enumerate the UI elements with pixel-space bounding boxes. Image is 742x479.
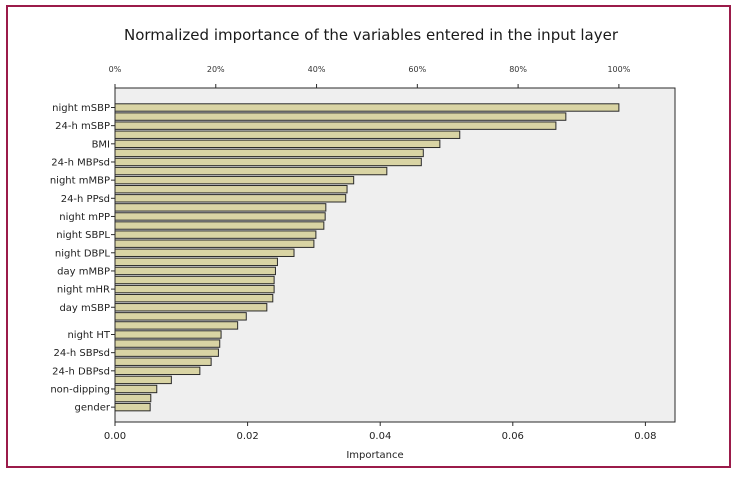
category-label: night mPP — [59, 212, 110, 223]
category-label: non-dipping — [50, 384, 110, 395]
top-tick-label: 100% — [607, 65, 630, 74]
bar — [114, 157, 422, 167]
bar — [114, 275, 275, 285]
bar — [114, 257, 278, 267]
x-axis-title: Importance — [346, 450, 403, 461]
category-label: day mSBP — [59, 303, 110, 314]
category-label: 24-h DBPsd — [52, 366, 110, 377]
bar — [114, 348, 219, 357]
bar — [114, 203, 327, 212]
bar — [114, 330, 222, 339]
x-tick-label: 0.08 — [634, 431, 656, 442]
bar — [114, 175, 355, 185]
bar — [114, 248, 295, 257]
figure-frame — [6, 5, 731, 468]
bar — [114, 321, 239, 330]
category-label: gender — [75, 403, 111, 414]
bar — [114, 130, 461, 139]
bar — [114, 303, 268, 312]
category-label: day mMBP — [57, 266, 110, 277]
bar — [114, 139, 441, 149]
bar — [114, 339, 221, 348]
bar — [114, 357, 212, 366]
top-tick-label: 0% — [109, 65, 122, 74]
bar — [114, 375, 172, 385]
bar — [114, 221, 325, 230]
x-tick-label: 0.06 — [502, 431, 524, 442]
bar — [114, 103, 620, 112]
bar — [114, 293, 274, 303]
bar — [114, 312, 247, 321]
bar — [114, 121, 557, 130]
category-label: night SBPL — [56, 230, 110, 241]
bar — [114, 266, 276, 276]
category-label: 24-h mSBP — [55, 121, 110, 132]
category-label: night mMBP — [50, 176, 110, 187]
bar — [114, 393, 152, 403]
chart-title: Normalized importance of the variables e… — [123, 26, 619, 44]
x-tick-label: 0.04 — [369, 431, 391, 442]
top-tick-label: 20% — [207, 65, 225, 74]
category-label: night HT — [67, 330, 110, 341]
top-tick-label: 40% — [308, 65, 326, 74]
bar — [114, 112, 567, 121]
category-label: night mHR — [57, 285, 110, 296]
bar — [114, 384, 158, 394]
x-tick-label: 0.00 — [104, 431, 126, 442]
bar — [114, 366, 201, 376]
bar — [114, 239, 315, 248]
category-label: BMI — [92, 139, 110, 150]
bar — [114, 185, 348, 194]
top-tick-label: 60% — [408, 65, 426, 74]
category-label: night mSBP — [52, 103, 110, 114]
bar — [114, 166, 388, 176]
x-tick-label: 0.02 — [236, 431, 258, 442]
category-label: 24-h PPsd — [61, 194, 110, 205]
category-label: night DBPL — [55, 248, 110, 259]
category-label: 24-h MBPsd — [51, 157, 110, 168]
bar — [114, 402, 151, 412]
category-label: 24-h SBPsd — [54, 348, 110, 359]
bar — [114, 194, 347, 203]
bar — [114, 284, 275, 294]
bar — [114, 148, 424, 158]
bar — [114, 230, 317, 239]
bar — [114, 212, 326, 221]
top-tick-label: 80% — [509, 65, 527, 74]
